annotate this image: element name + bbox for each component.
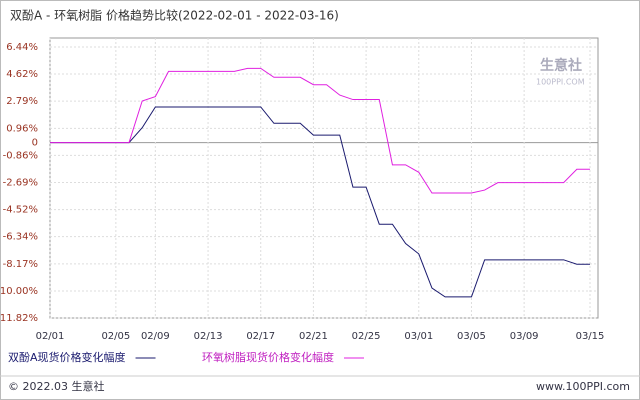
x-tick-label: 02/13: [194, 331, 223, 342]
y-tick-label: -11.82%: [0, 313, 38, 324]
watermark: 生意社: [540, 57, 582, 74]
x-tick-label: 02/25: [352, 331, 381, 342]
x-tick-label: 03/05: [457, 331, 486, 342]
x-tick-label: 03/09: [510, 331, 539, 342]
watermark-sub: 100PPI.COM: [536, 78, 585, 87]
x-tick-label: 02/21: [299, 331, 328, 342]
y-tick-label: 4.62%: [6, 69, 38, 80]
x-tick-label: 02/05: [101, 331, 130, 342]
x-tick-label: 02/09: [141, 331, 170, 342]
y-tick-label: -0.86%: [3, 150, 38, 161]
y-tick-label: -4.52%: [3, 205, 38, 216]
chart-title: 双酚A - 环氧树脂 价格趋势比较(2022-02-01 - 2022-03-1…: [10, 8, 339, 23]
x-tick-label: 02/17: [246, 331, 275, 342]
y-tick-label: -6.34%: [3, 232, 38, 243]
x-tick-label: 03/01: [404, 331, 433, 342]
legend-label: 双酚A现货价格变化幅度: [8, 350, 126, 364]
legend-label: 环氧树脂现货价格变化幅度: [202, 350, 334, 364]
series-line: [50, 67, 590, 194]
footer-left: © 2022.03 生意社: [8, 379, 104, 393]
y-tick-label: 6.44%: [6, 42, 38, 53]
y-tick-label: 0.96%: [6, 123, 38, 134]
footer-right: www.100PPI.com: [536, 380, 630, 393]
y-tick-label: 0: [32, 138, 38, 149]
series-line: [50, 106, 590, 298]
y-tick-label: -8.17%: [3, 259, 38, 270]
x-tick-label: 03/15: [576, 331, 605, 342]
y-tick-label: 2.79%: [6, 96, 38, 107]
y-tick-label: -10.00%: [0, 286, 38, 297]
x-tick-label: 02/01: [36, 331, 65, 342]
y-tick-label: -2.69%: [3, 178, 38, 189]
